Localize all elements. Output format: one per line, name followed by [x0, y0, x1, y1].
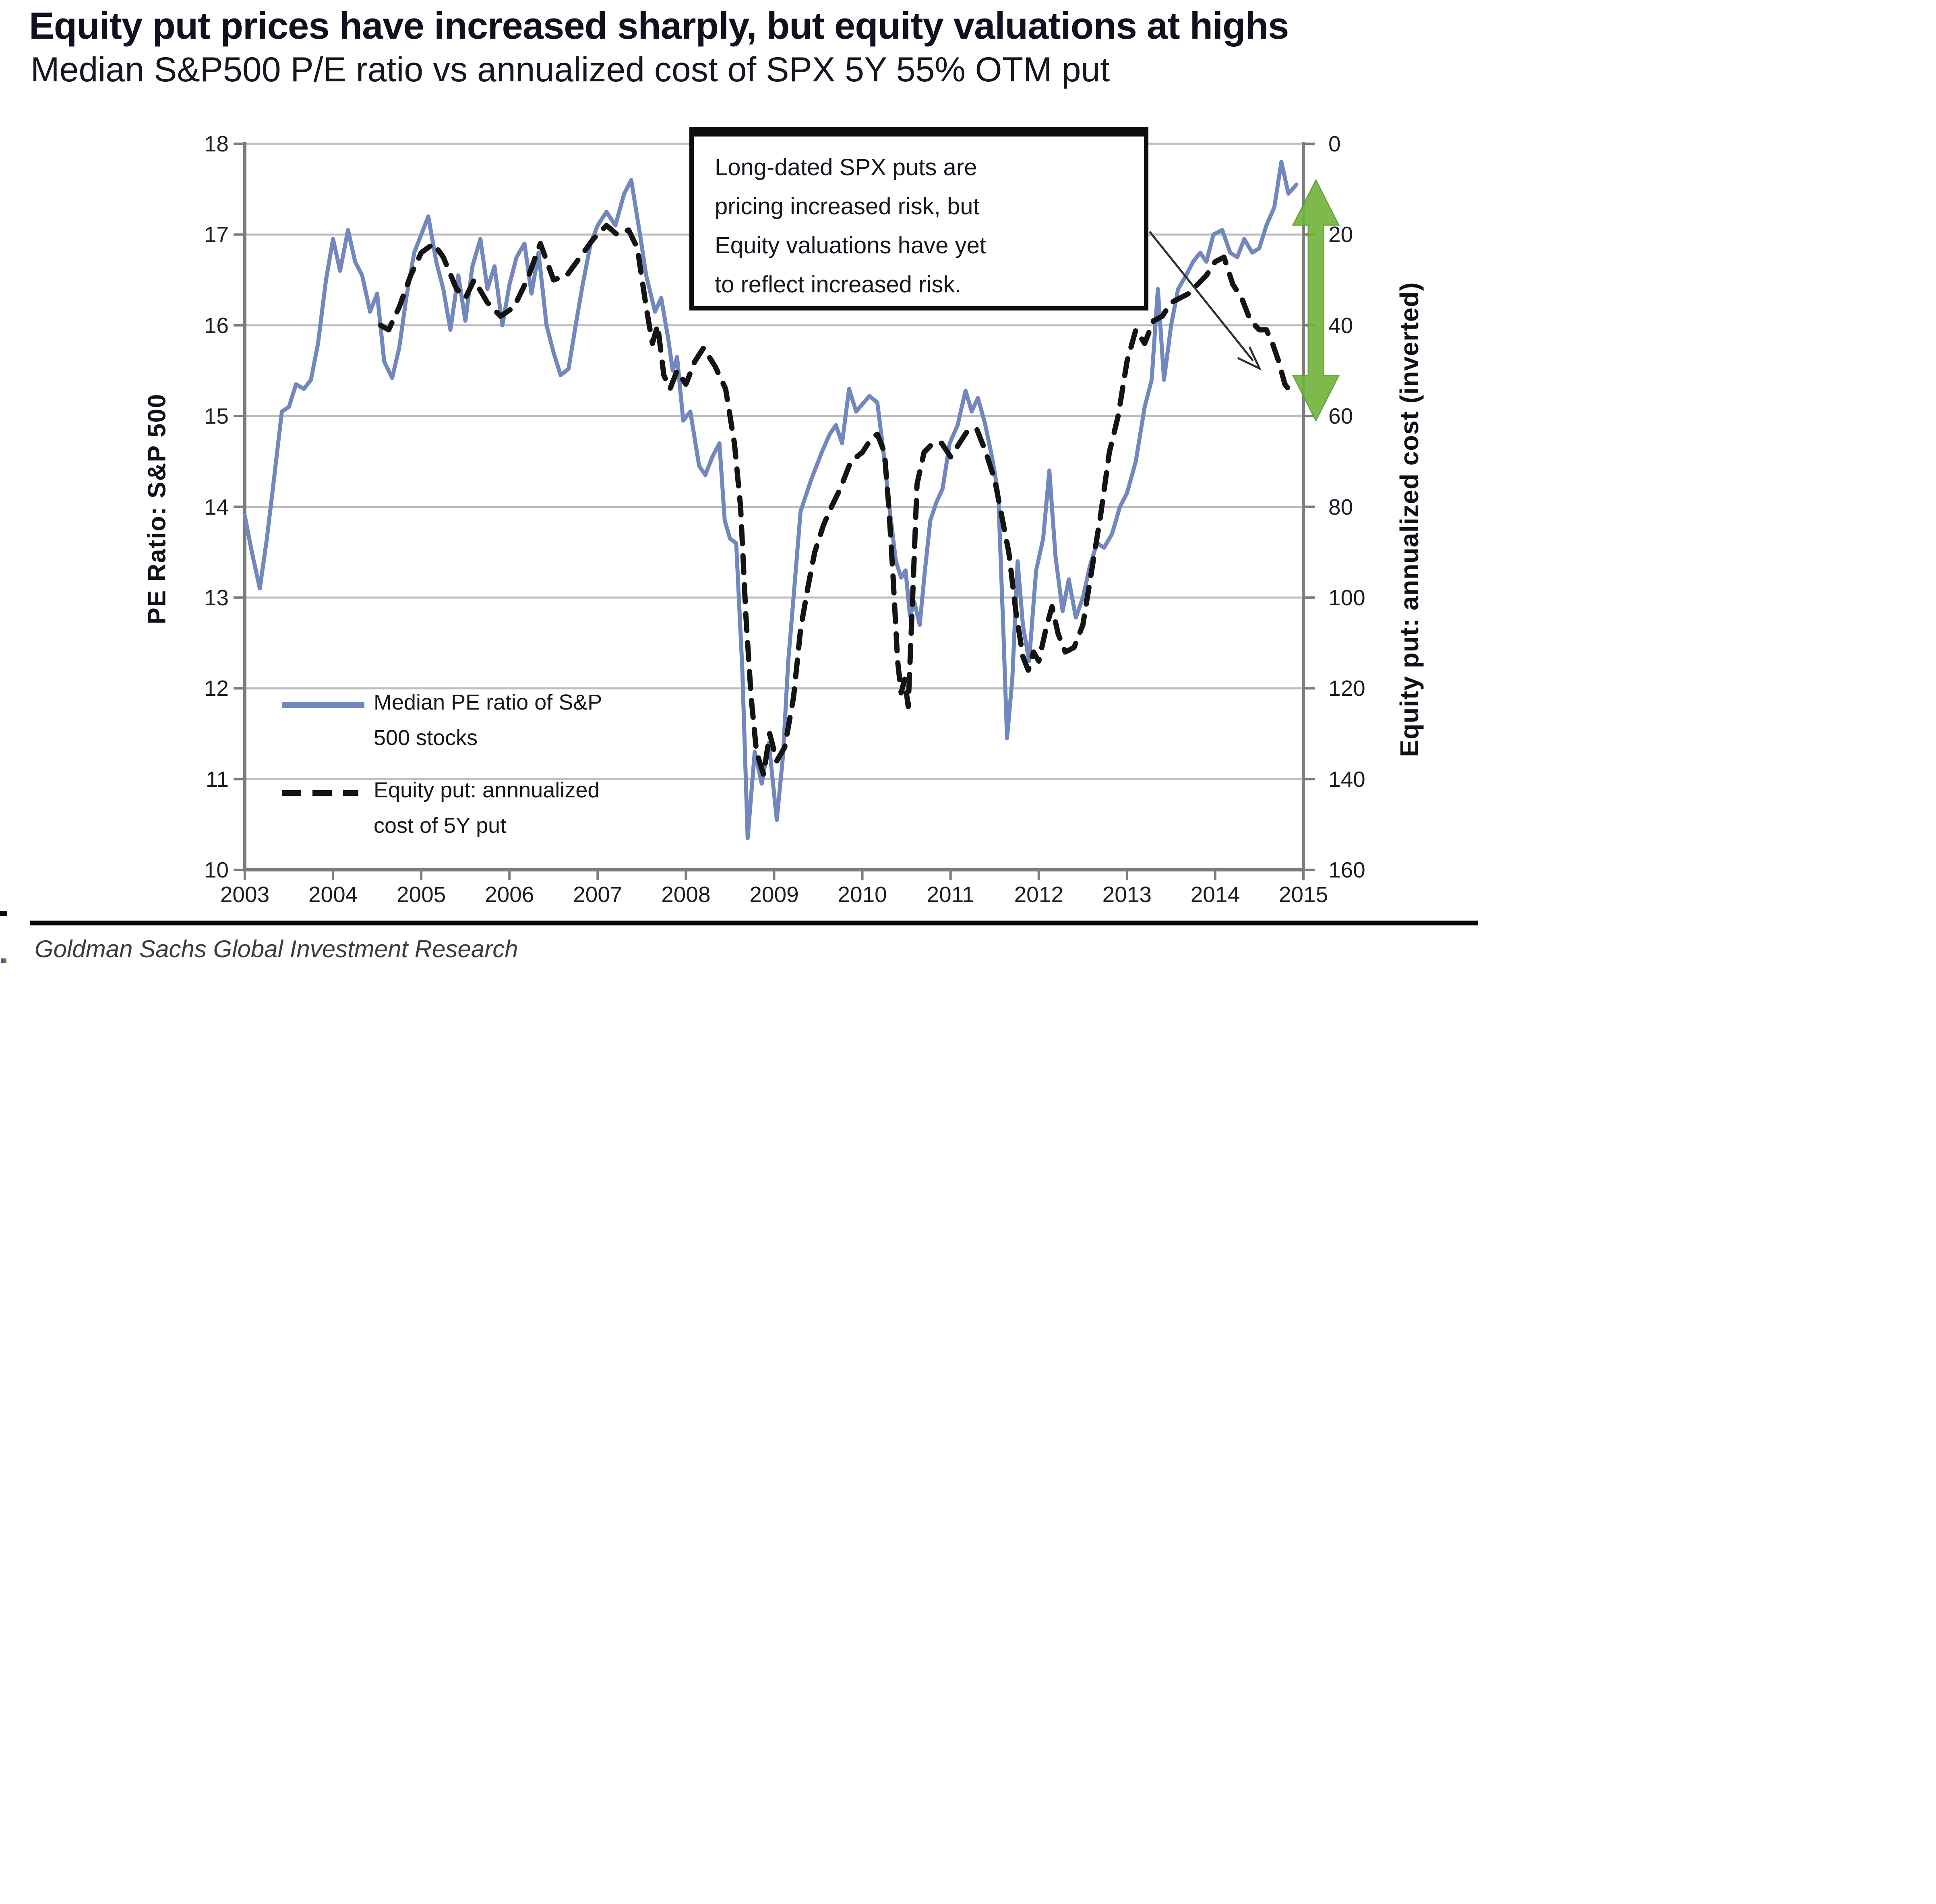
y-left-tick-label: 17 — [204, 222, 229, 247]
x-tick-label: 2006 — [485, 882, 534, 907]
source-attribution: Goldman Sachs Global Investment Research — [35, 935, 518, 962]
annotation-text: Long-dated SPX puts are pricing increase… — [715, 154, 986, 298]
annotation-arrow — [1149, 231, 1254, 362]
x-tick-label: 2014 — [1190, 882, 1240, 907]
footer-divider — [30, 921, 1478, 925]
y-left-tick-label: 10 — [204, 857, 229, 882]
pe-line-swatch-icon — [282, 702, 364, 708]
scan-artifact-mark — [0, 911, 7, 916]
annotation-callout-box: Long-dated SPX puts are pricing increase… — [689, 127, 1148, 310]
y-left-tick-label: 18 — [204, 131, 229, 156]
y-left-tick-label: 12 — [204, 676, 229, 701]
y-left-tick-label: 13 — [204, 585, 229, 610]
y-left-tick-label: 14 — [204, 494, 229, 519]
y-left-tick-label: 15 — [204, 404, 229, 429]
x-tick-label: 2005 — [396, 882, 446, 907]
y-left-tick-label: 16 — [204, 313, 229, 338]
y-left-tick-label: 11 — [205, 766, 229, 792]
legend-label-put: Equity put: annnualized cost of 5Y put — [374, 778, 600, 838]
y-right-tick-label: 140 — [1328, 766, 1365, 792]
x-tick-label: 2007 — [573, 882, 623, 907]
x-tick-label: 2013 — [1102, 882, 1152, 907]
green-double-arrow-icon — [1292, 178, 1340, 422]
x-tick-label: 2003 — [220, 882, 270, 907]
put-line-swatch-icon — [282, 790, 358, 796]
y-right-tick-label: 100 — [1328, 585, 1365, 610]
x-tick-label: 2010 — [838, 882, 887, 907]
y-axis-left-label: PE Ratio: S&P 500 — [143, 393, 171, 625]
chart-title: Equity put prices have increased sharply… — [29, 4, 1289, 47]
scan-artifact-mark — [1, 958, 6, 963]
x-tick-label: 2009 — [749, 882, 799, 907]
y-right-tick-label: 160 — [1328, 857, 1365, 882]
x-tick-label: 2008 — [661, 882, 711, 907]
x-tick-label: 2015 — [1278, 882, 1328, 907]
x-tick-label: 2012 — [1014, 882, 1063, 907]
x-tick-label: 2011 — [927, 882, 974, 907]
y-right-tick-label: 120 — [1328, 676, 1365, 701]
chart-subtitle: Median S&P500 P/E ratio vs annualized co… — [31, 50, 1110, 89]
y-right-tick-label: 20 — [1328, 222, 1353, 247]
y-right-tick-label: 0 — [1328, 131, 1341, 156]
y-right-tick-label: 60 — [1328, 404, 1353, 429]
equity-put-cost-line — [378, 223, 1295, 777]
legend-label-pe: Median PE ratio of S&P 500 stocks — [374, 690, 602, 750]
pe-ratio-line — [243, 160, 1299, 840]
annotation-arrowhead-icon — [1237, 346, 1262, 371]
x-tick-label: 2004 — [308, 882, 358, 907]
y-right-tick-label: 40 — [1328, 313, 1353, 338]
y-right-tick-label: 80 — [1328, 494, 1353, 519]
